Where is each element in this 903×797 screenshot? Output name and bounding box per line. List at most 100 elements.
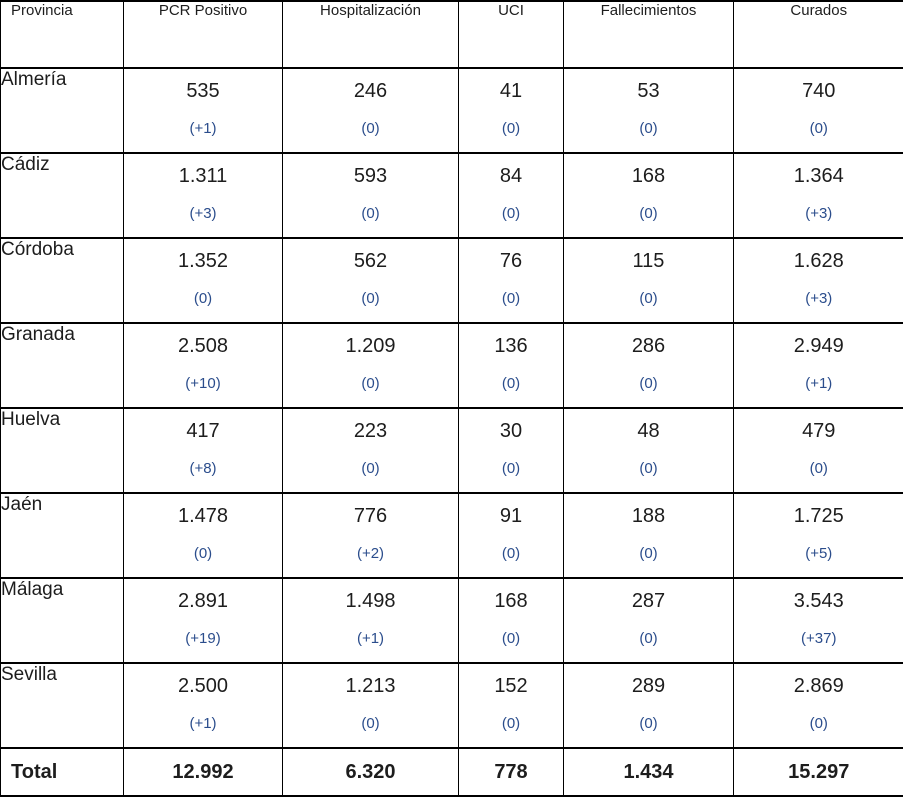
table-row: Almería 535 (+1) 246 (0) 41 (0) 53 (0) 740 (0): [0, 67, 903, 154]
data-cell: 168 (0): [458, 577, 564, 664]
cell-delta: (0): [361, 715, 380, 732]
cell-delta: (+1): [356, 630, 385, 647]
data-cell: 1.478 (0): [123, 492, 283, 579]
data-cell: 246 (0): [282, 67, 459, 154]
cell-delta: (0): [639, 630, 658, 647]
cell-value: 188: [631, 505, 666, 527]
data-cell: 1.498 (+1): [282, 577, 459, 664]
cell-delta: (0): [639, 715, 658, 732]
province-name: Córdoba: [0, 237, 124, 324]
total-cell: 15.297: [733, 747, 903, 797]
cell-delta: (0): [639, 120, 658, 137]
data-cell: 535 (+1): [123, 67, 283, 154]
header-row: Provincia PCR Positivo Hospitalización U…: [0, 0, 903, 69]
cell-delta: (+5): [805, 545, 833, 562]
cell-value: 246: [353, 80, 388, 102]
cell-delta: (0): [501, 630, 521, 647]
data-cell: 152 (0): [458, 662, 564, 749]
cell-value: 1.725: [793, 505, 844, 527]
cell-delta: (0): [501, 205, 521, 222]
table-row: Granada 2.508 (+10) 1.209 (0) 136 (0) 286 (0) 2.9…: [0, 322, 903, 409]
cell-delta: (0): [361, 290, 380, 307]
cell-delta: (0): [809, 460, 828, 477]
data-cell: 48 (0): [563, 407, 734, 494]
data-cell: 776 (+2): [282, 492, 459, 579]
data-cell: 479 (0): [733, 407, 903, 494]
cell-value: 1.498: [345, 590, 396, 612]
data-cell: 1.311 (+3): [123, 152, 283, 239]
data-cell: 1.352 (0): [123, 237, 283, 324]
cell-value: 1.364: [793, 165, 844, 187]
data-cell: 2.508 (+10): [123, 322, 283, 409]
cell-value: 2.508: [177, 335, 229, 357]
data-cell: 1.628 (+3): [733, 237, 903, 324]
cell-value: 76: [499, 250, 523, 272]
cell-value: 48: [637, 420, 660, 442]
cell-value: 84: [499, 165, 523, 187]
cell-delta: (0): [361, 120, 380, 137]
cell-delta: (0): [361, 375, 380, 392]
data-cell: 2.891 (+19): [123, 577, 283, 664]
cell-delta: (+19): [185, 630, 221, 647]
cell-value: 168: [494, 590, 528, 612]
province-name: Granada: [0, 322, 124, 409]
column-header-provincia: Provincia: [0, 0, 124, 69]
cell-delta: (0): [501, 715, 521, 732]
data-cell: 1.213 (0): [282, 662, 459, 749]
data-cell: 289 (0): [563, 662, 734, 749]
cell-value: 41: [499, 80, 523, 102]
cell-delta: (+1): [189, 120, 217, 137]
table-row: Huelva 417 (+8) 223 (0) 30 (0) 48 (0) 479 (0): [0, 407, 903, 494]
cell-value: 1.213: [345, 675, 396, 697]
total-label: Total: [0, 747, 124, 797]
cell-value: 91: [499, 505, 523, 527]
province-name: Almería: [0, 67, 124, 154]
column-header-hospitalizacion: Hospitalización: [282, 0, 459, 69]
cell-delta: (+1): [189, 715, 217, 732]
cell-value: 417: [186, 420, 220, 442]
data-cell: 417 (+8): [123, 407, 283, 494]
cell-value: 168: [631, 165, 666, 187]
data-cell: 115 (0): [563, 237, 734, 324]
data-cell: 84 (0): [458, 152, 564, 239]
cell-delta: (0): [501, 545, 521, 562]
table-body: Almería 535 (+1) 246 (0) 41 (0) 53 (0) 740 (0) Cádi…: [0, 67, 903, 797]
cell-value: 53: [637, 80, 660, 102]
cell-delta: (0): [193, 290, 213, 307]
cell-delta: (0): [501, 120, 521, 137]
cell-delta: (+3): [189, 205, 217, 222]
cell-delta: (+2): [356, 545, 385, 562]
cell-value: 115: [632, 250, 665, 272]
cell-value: 562: [353, 250, 388, 272]
cell-delta: (0): [501, 460, 521, 477]
cell-value: 2.869: [793, 675, 844, 697]
data-cell: 41 (0): [458, 67, 564, 154]
total-cell: 6.320: [282, 747, 459, 797]
cell-value: 535: [186, 80, 220, 102]
cell-delta: (0): [809, 120, 828, 137]
data-cell: 188 (0): [563, 492, 734, 579]
cell-delta: (0): [639, 205, 658, 222]
data-cell: 53 (0): [563, 67, 734, 154]
cell-value: 136: [494, 335, 528, 357]
cell-delta: (0): [639, 375, 658, 392]
cell-value: 2.949: [793, 335, 844, 357]
data-cell: 562 (0): [282, 237, 459, 324]
cell-value: 1.311: [178, 165, 228, 187]
data-cell: 593 (0): [282, 152, 459, 239]
total-cell: 1.434: [563, 747, 734, 797]
data-cell: 286 (0): [563, 322, 734, 409]
total-row: Total 12.992 6.320 778 1.434 15.297: [0, 747, 903, 797]
cell-value: 593: [353, 165, 388, 187]
province-name: Huelva: [0, 407, 124, 494]
cell-value: 776: [353, 505, 388, 527]
cell-value: 2.500: [177, 675, 229, 697]
table-row: Jaén 1.478 (0) 776 (+2) 91 (0) 188 (0) 1.725 (+5): [0, 492, 903, 579]
cell-value: 2.891: [177, 590, 229, 612]
cell-delta: (0): [501, 375, 521, 392]
table-row: Sevilla 2.500 (+1) 1.213 (0) 152 (0) 289 (0) 2.86…: [0, 662, 903, 749]
table-row: Cádiz 1.311 (+3) 593 (0) 84 (0) 168 (0) 1.364 (+3): [0, 152, 903, 239]
data-cell: 30 (0): [458, 407, 564, 494]
data-cell: 740 (0): [733, 67, 903, 154]
